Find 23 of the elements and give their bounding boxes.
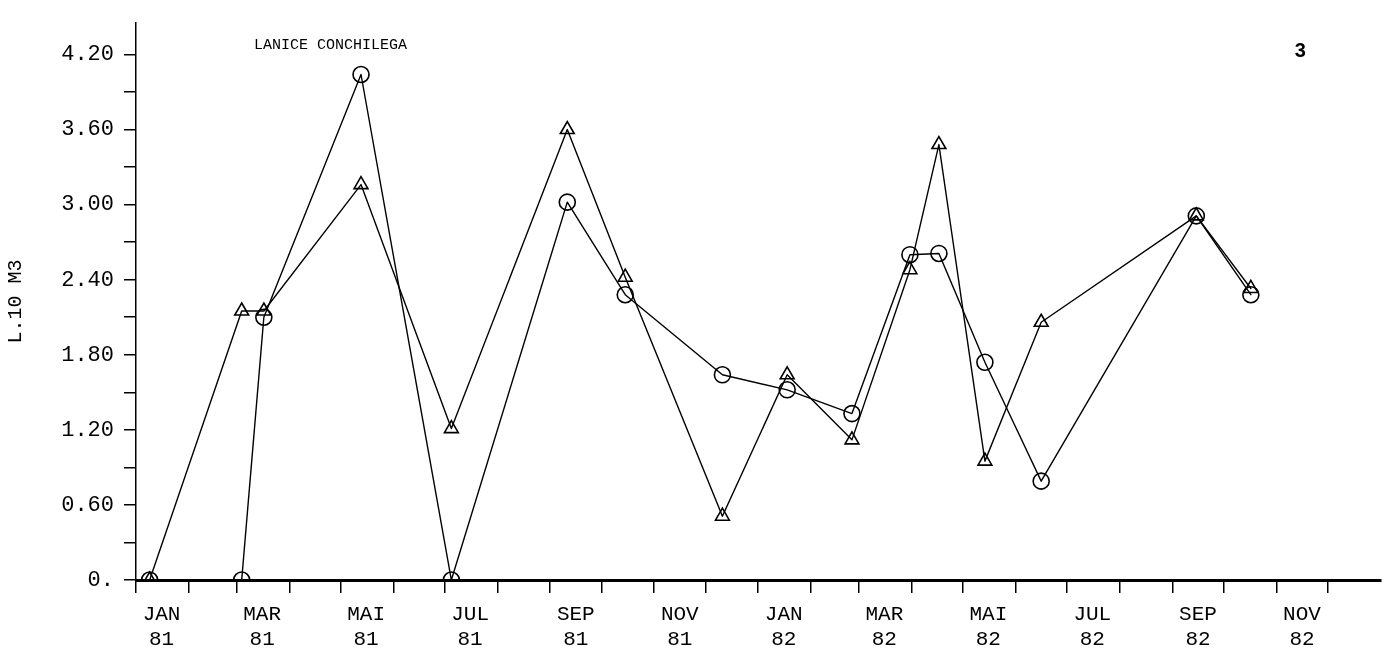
x-tick-label: NOV 82	[1283, 603, 1322, 652]
y-axis-title: L.10 M3	[4, 259, 28, 344]
y-tick-label: 0.	[87, 567, 114, 593]
x-tick-label: JUL 82	[1073, 603, 1112, 652]
x-tick-label: JUL 81	[451, 603, 490, 652]
x-tick-label: MAR 81	[243, 603, 282, 652]
x-tick-label: SEP 81	[556, 603, 595, 652]
y-tick-label: 1.80	[61, 342, 114, 368]
y-tick-label: 4.20	[61, 42, 114, 68]
x-tick-label: JAN 81	[142, 603, 181, 652]
x-tick-label: MAR 82	[865, 603, 904, 652]
x-tick-label: NOV 81	[660, 603, 700, 652]
x-tick-label: MAI 82	[969, 603, 1008, 652]
x-tick-label: MAI 81	[347, 603, 386, 652]
x-tick-label: SEP 82	[1179, 603, 1217, 652]
y-tick-label: 3.60	[61, 117, 114, 143]
y-tick-label: 1.20	[61, 417, 114, 443]
y-tick-label: 0.60	[61, 492, 114, 518]
text: LANICE CONCHILEGA	[254, 37, 408, 55]
y-tick-label: 3.00	[61, 192, 114, 218]
annotation: 3	[1294, 38, 1306, 61]
y-tick-label: 2.40	[61, 267, 114, 293]
x-tick-label: JAN 82	[764, 603, 803, 652]
